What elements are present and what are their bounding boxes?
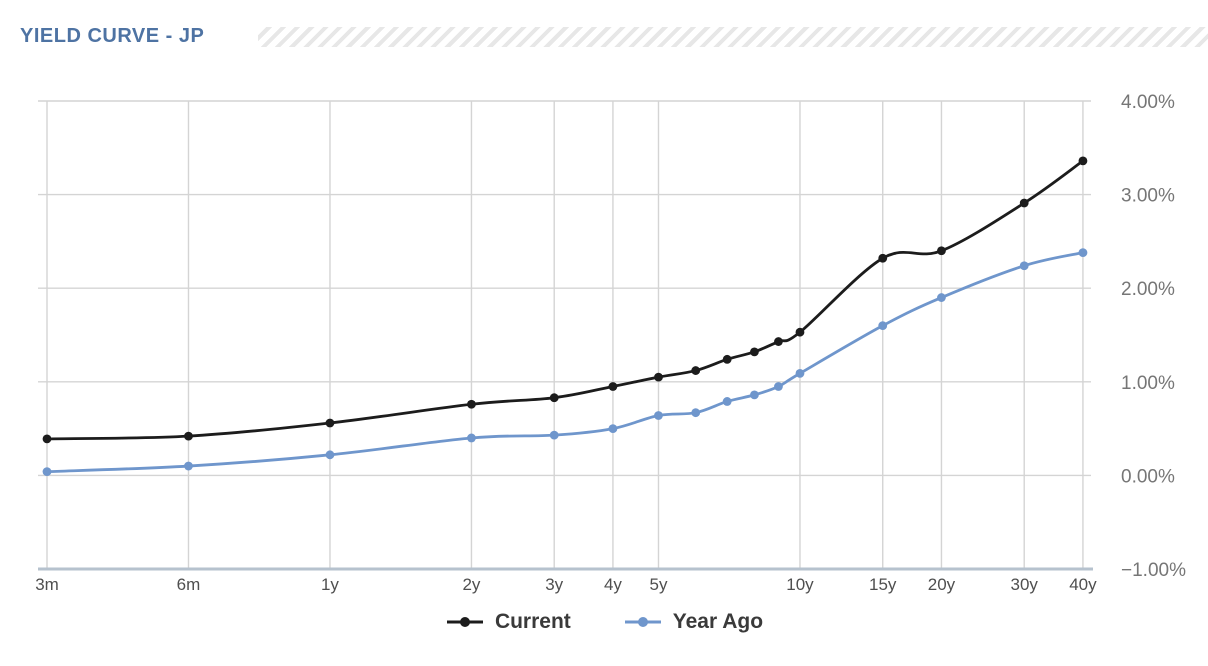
series-point-current-7y — [722, 354, 732, 364]
current-line-marker-icon — [446, 617, 483, 627]
chart-legend: Current Year Ago — [0, 603, 1208, 641]
series-line-year-ago — [46, 251, 1084, 474]
x-axis-label-40y: 40y — [1069, 575, 1097, 594]
legend-item-year-ago: Year Ago — [623, 610, 763, 634]
series-point-year-ago-2y — [467, 433, 476, 443]
series-point-year-ago-20y — [937, 293, 946, 302]
x-axis-label-4y: 4y — [604, 575, 622, 594]
decorative-hatch-band — [258, 27, 1208, 47]
legend-label-current: Current — [494, 610, 571, 633]
series-point-current-1y — [325, 418, 335, 428]
series-point-current-2y — [467, 399, 476, 409]
y-axis-label-1.00%: 1.00% — [1121, 373, 1175, 394]
series-point-current-40y — [1078, 156, 1088, 166]
x-axis-label-30y: 30y — [1011, 575, 1039, 594]
series-point-current-8y — [750, 347, 759, 357]
series-point-year-ago-10y — [795, 368, 805, 378]
series-point-current-3y — [549, 393, 559, 403]
series-point-current-3m — [42, 434, 52, 444]
y-axis-label-4.00%: 4.00% — [1121, 92, 1175, 113]
y-axis-label-0.00%: 0.00% — [1121, 466, 1175, 487]
series-point-current-9y — [774, 337, 783, 346]
x-axis-label-6m: 6m — [177, 575, 201, 594]
series-point-year-ago-8y — [750, 390, 759, 400]
x-axis-label-2y: 2y — [462, 575, 480, 594]
series-point-year-ago-40y — [1078, 248, 1088, 258]
series-point-current-6y — [691, 366, 701, 375]
series-point-current-30y — [1019, 198, 1029, 208]
year-ago-line-marker-icon — [624, 617, 661, 627]
legend-label-year-ago: Year Ago — [672, 610, 764, 633]
series-point-year-ago-9y — [774, 382, 783, 391]
series-point-year-ago-6m — [184, 461, 193, 471]
series-point-year-ago-1y — [325, 450, 335, 460]
series-point-year-ago-3m — [42, 467, 52, 477]
x-axis-label-15y: 15y — [869, 575, 897, 594]
legend-item-current: Current — [445, 610, 571, 634]
series-point-year-ago-15y — [878, 321, 888, 331]
series-point-current-5y — [654, 372, 663, 382]
series-point-year-ago-3y — [549, 430, 559, 440]
x-axis-label-5y: 5y — [649, 575, 667, 594]
series-point-year-ago-5y — [654, 411, 663, 420]
series-point-current-10y — [795, 327, 805, 337]
series-point-year-ago-7y — [722, 397, 732, 406]
series-point-year-ago-4y — [608, 424, 618, 433]
y-axis-label-−1.00%: −1.00% — [1121, 560, 1186, 581]
series-point-year-ago-30y — [1019, 261, 1029, 271]
series-point-current-6m — [184, 431, 193, 441]
page-title: YIELD CURVE - JP — [20, 25, 205, 47]
series-point-year-ago-6y — [691, 408, 701, 418]
x-axis-label-20y: 20y — [928, 575, 956, 594]
series-point-current-20y — [937, 246, 946, 256]
x-axis-label-3m: 3m — [35, 575, 59, 594]
y-axis-label-2.00%: 2.00% — [1121, 279, 1175, 300]
y-axis-label-3.00%: 3.00% — [1121, 186, 1175, 207]
x-axis-label-3y: 3y — [545, 575, 563, 594]
series-point-current-4y — [608, 382, 618, 391]
x-axis-label-1y: 1y — [321, 575, 339, 594]
series-point-current-15y — [878, 253, 888, 263]
series-line-current — [46, 159, 1084, 441]
x-axis-label-10y: 10y — [786, 575, 814, 594]
